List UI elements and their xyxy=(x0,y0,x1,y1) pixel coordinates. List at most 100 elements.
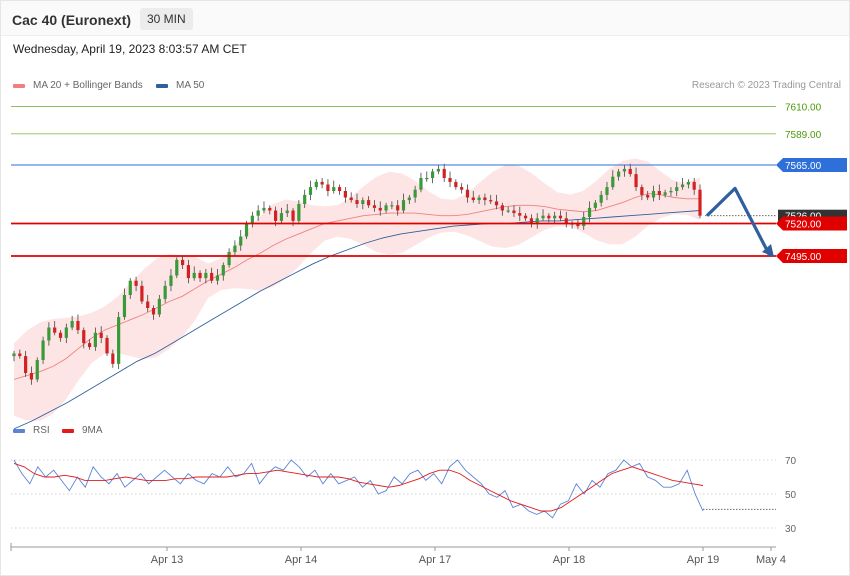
support-level-tag xyxy=(776,249,847,263)
candle xyxy=(111,349,115,368)
rsi-swatch xyxy=(13,428,25,433)
candle-body xyxy=(483,197,487,201)
candle-body xyxy=(122,295,127,318)
candle-body xyxy=(233,245,237,253)
candle-body xyxy=(82,330,86,344)
candle-body xyxy=(587,207,592,217)
candle-body xyxy=(53,327,57,333)
candle-body xyxy=(523,215,528,219)
ma20-swatch xyxy=(13,83,25,88)
candle-body xyxy=(186,265,191,279)
candle-body xyxy=(87,343,92,347)
candle xyxy=(227,248,231,268)
candle-body xyxy=(436,168,440,172)
candle xyxy=(41,336,45,364)
candle-body xyxy=(210,272,214,281)
candle xyxy=(460,183,464,194)
candle xyxy=(617,168,621,181)
candle xyxy=(564,211,568,228)
candle xyxy=(29,366,34,385)
candle-body xyxy=(518,213,522,216)
candle-body xyxy=(634,174,638,188)
candle xyxy=(686,179,690,189)
candle xyxy=(436,165,440,175)
chart-header: Cac 40 (Euronext) 30 MIN xyxy=(1,1,849,36)
candle xyxy=(221,262,225,281)
candle-body xyxy=(18,353,22,357)
candle xyxy=(12,350,16,362)
x-axis-label: May 4 xyxy=(756,554,786,566)
candle xyxy=(663,189,667,198)
candle-body xyxy=(24,356,28,373)
candle xyxy=(506,206,510,214)
candle xyxy=(622,165,627,177)
candle xyxy=(553,211,557,224)
candle xyxy=(117,311,121,370)
candle xyxy=(186,259,191,284)
candle-body xyxy=(640,187,644,195)
target-level-label: 7589.00 xyxy=(785,130,822,141)
candle-body xyxy=(465,189,470,198)
candle-body xyxy=(41,340,45,360)
candle-body xyxy=(128,280,132,295)
legend-ma50-label: MA 50 xyxy=(176,80,205,91)
forecast-arrowhead xyxy=(762,244,774,257)
candle-body xyxy=(274,210,278,221)
key-levels: 7610.007589.007565.007526.007520.007495.… xyxy=(11,103,847,263)
support-level-label: 7520.00 xyxy=(785,220,822,231)
candle xyxy=(523,213,528,221)
candle-body xyxy=(506,210,510,212)
candle-body xyxy=(500,205,504,211)
candle-body xyxy=(646,194,650,198)
candle xyxy=(582,211,586,230)
ma50-swatch xyxy=(156,83,168,88)
candle xyxy=(76,314,80,334)
candle xyxy=(326,179,330,197)
candle xyxy=(99,326,103,344)
candle xyxy=(413,185,417,203)
candle xyxy=(355,193,359,208)
candle xyxy=(599,191,603,207)
rsi-level-label: 30 xyxy=(785,524,797,535)
candle-body xyxy=(349,197,353,201)
candle-body xyxy=(390,205,394,207)
candle xyxy=(483,193,487,206)
candle-body xyxy=(198,272,202,279)
candle-body xyxy=(332,187,336,191)
candle-body xyxy=(262,207,266,211)
candle-body xyxy=(326,184,330,191)
timeframe-badge[interactable]: 30 MIN xyxy=(140,8,193,30)
candle-body xyxy=(430,171,435,178)
datetime-label: Wednesday, April 19, 2023 8:03:57 AM CET xyxy=(13,42,247,56)
candle xyxy=(529,214,534,228)
candle xyxy=(367,196,371,208)
candle-body xyxy=(564,218,568,224)
candle-body xyxy=(303,194,307,204)
candle xyxy=(442,163,446,182)
candle-body xyxy=(134,280,138,286)
support-level-tag xyxy=(776,216,847,231)
candle-body xyxy=(460,187,464,190)
support-level-label: 7495.00 xyxy=(785,252,822,263)
candle-body xyxy=(611,176,615,188)
candle-body xyxy=(384,205,388,211)
candle xyxy=(605,181,609,201)
candle-body xyxy=(320,181,324,185)
candle xyxy=(593,200,597,211)
candle-body xyxy=(477,197,481,201)
candle xyxy=(396,200,400,216)
candle-body xyxy=(239,236,243,246)
candle xyxy=(500,202,504,216)
candle xyxy=(651,185,656,202)
candle xyxy=(105,335,109,357)
candle xyxy=(169,269,173,292)
candle-body xyxy=(151,308,156,315)
candle-body xyxy=(582,217,586,227)
candle-body xyxy=(442,168,446,178)
candle-body xyxy=(663,192,667,195)
candle-body xyxy=(29,373,34,380)
candle-body xyxy=(64,327,68,338)
candle xyxy=(268,205,272,215)
candle-body xyxy=(163,285,167,299)
